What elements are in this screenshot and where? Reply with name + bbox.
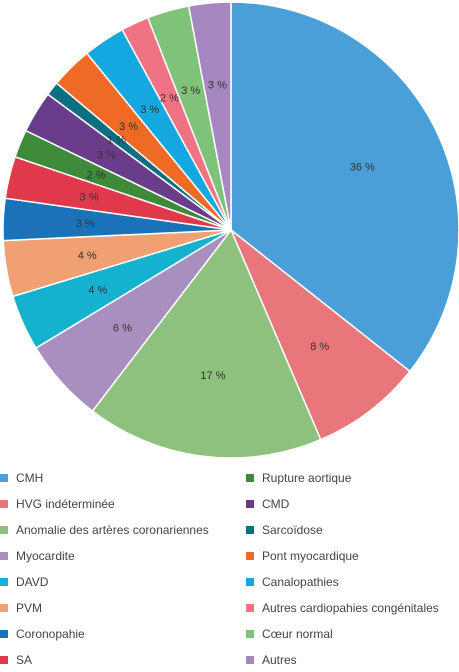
legend-label: Rupture aortique bbox=[262, 471, 352, 485]
legend-item-autres-cardiopahies-congenitales: Autres cardiopahies congénitales bbox=[246, 600, 439, 616]
legend-item-pont-myocardique: Pont myocardique bbox=[246, 548, 359, 564]
legend-item-rupture-aortique: Rupture aortique bbox=[246, 470, 351, 486]
slice-label-myocardite: 6 % bbox=[113, 322, 132, 334]
pie-slice-anomalie-des-arteres-coronariennes bbox=[91, 228, 322, 459]
legend-item-pvm: PVM bbox=[0, 600, 42, 616]
legend-swatch bbox=[246, 500, 254, 508]
slice-label-autres: 3 % bbox=[208, 80, 227, 92]
pie-chart: 36 %8 %17 %6 %4 %4 %3 %3 %2 %3 %1 %3 %3 … bbox=[2, 1, 459, 459]
legend-swatch bbox=[0, 630, 8, 638]
legend-swatch bbox=[0, 656, 8, 664]
legend-label: Autres cardiopahies congénitales bbox=[262, 601, 439, 615]
legend-item-anomalie-des-arteres-coronariennes: Anomalie des artères coronariennes bbox=[0, 522, 209, 538]
legend-swatch bbox=[246, 526, 254, 534]
slice-label-pont-myocardique: 3 % bbox=[119, 121, 138, 133]
legend-label: Sarcoïdose bbox=[262, 523, 323, 537]
legend-item-cmh: CMH bbox=[0, 470, 43, 486]
pie-slice-autres bbox=[187, 1, 232, 231]
legend-item-coeur-normal: Cœur normal bbox=[246, 626, 333, 642]
slice-label-rupture-aortique: 2 % bbox=[87, 170, 106, 182]
legend-swatch bbox=[246, 630, 254, 638]
slice-label-pvm: 4 % bbox=[78, 250, 97, 262]
pie-labels: 36 %8 %17 %6 %4 %4 %3 %3 %2 %3 %1 %3 %3 … bbox=[76, 80, 375, 382]
legend-label: HVG indéterminée bbox=[16, 497, 115, 511]
legend-swatch bbox=[0, 578, 8, 586]
legend-label: Canalopathies bbox=[262, 575, 339, 589]
legend-swatch bbox=[0, 500, 8, 508]
legend-label: Anomalie des artères coronariennes bbox=[16, 523, 209, 537]
legend-swatch bbox=[246, 604, 254, 612]
legend-item-hvg-indeterminee: HVG indéterminée bbox=[0, 496, 115, 512]
legend-label: Autres bbox=[262, 653, 297, 667]
legend-swatch bbox=[246, 474, 254, 482]
legend-label: CMH bbox=[16, 471, 44, 485]
slice-label-coeur-normal: 3 % bbox=[181, 85, 200, 97]
legend-label: Coronopahie bbox=[16, 627, 85, 641]
legend-item-davd: DAVD bbox=[0, 574, 48, 590]
slice-label-sarcoidose: 1 % bbox=[107, 135, 126, 147]
pie-slices bbox=[2, 1, 459, 459]
pie-slice-hvg-indeterminee bbox=[230, 229, 411, 441]
legend-label: PVM bbox=[16, 601, 43, 615]
legend-item-coronopahie: Coronopahie bbox=[0, 626, 85, 642]
slice-label-canalopathies: 3 % bbox=[140, 104, 159, 116]
legend-label: CMD bbox=[262, 497, 290, 511]
slice-label-autres-cardiopahies-congenitales: 2 % bbox=[160, 93, 179, 105]
legend-label: Pont myocardique bbox=[262, 549, 359, 563]
legend-item-myocardite: Myocardite bbox=[0, 548, 75, 564]
slice-label-hvg-indeterminee: 8 % bbox=[310, 341, 329, 353]
legend-swatch bbox=[0, 552, 8, 560]
legend-label: SA bbox=[16, 653, 33, 667]
legend-label: Cœur normal bbox=[262, 627, 333, 641]
slice-label-anomalie-des-arteres-coronariennes: 17 % bbox=[200, 370, 225, 382]
legend-swatch bbox=[246, 656, 254, 664]
legend-item-canalopathies: Canalopathies bbox=[246, 574, 339, 590]
slice-label-davd: 4 % bbox=[88, 285, 107, 297]
legend-swatch bbox=[0, 526, 8, 534]
slice-label-cmh: 36 % bbox=[350, 161, 375, 173]
legend-swatch bbox=[0, 604, 8, 612]
legend-label: DAVD bbox=[16, 575, 49, 589]
legend-swatch bbox=[0, 474, 8, 482]
legend-item-sa: SA bbox=[0, 652, 32, 668]
chart-legend: CMH HVG indéterminée Anomalie des artères … bbox=[0, 470, 459, 672]
legend-item-autres: Autres bbox=[246, 652, 297, 668]
legend-label: Myocardite bbox=[16, 549, 75, 563]
legend-swatch bbox=[246, 578, 254, 586]
legend-swatch bbox=[246, 552, 254, 560]
slice-label-cmd: 3 % bbox=[97, 149, 116, 161]
pie-slice-cmh bbox=[230, 1, 459, 373]
legend-item-cmd: CMD bbox=[246, 496, 289, 512]
slice-label-sa: 3 % bbox=[80, 191, 99, 203]
slice-label-coronopahie: 3 % bbox=[76, 218, 95, 230]
legend-item-sarcoidose: Sarcoïdose bbox=[246, 522, 323, 538]
